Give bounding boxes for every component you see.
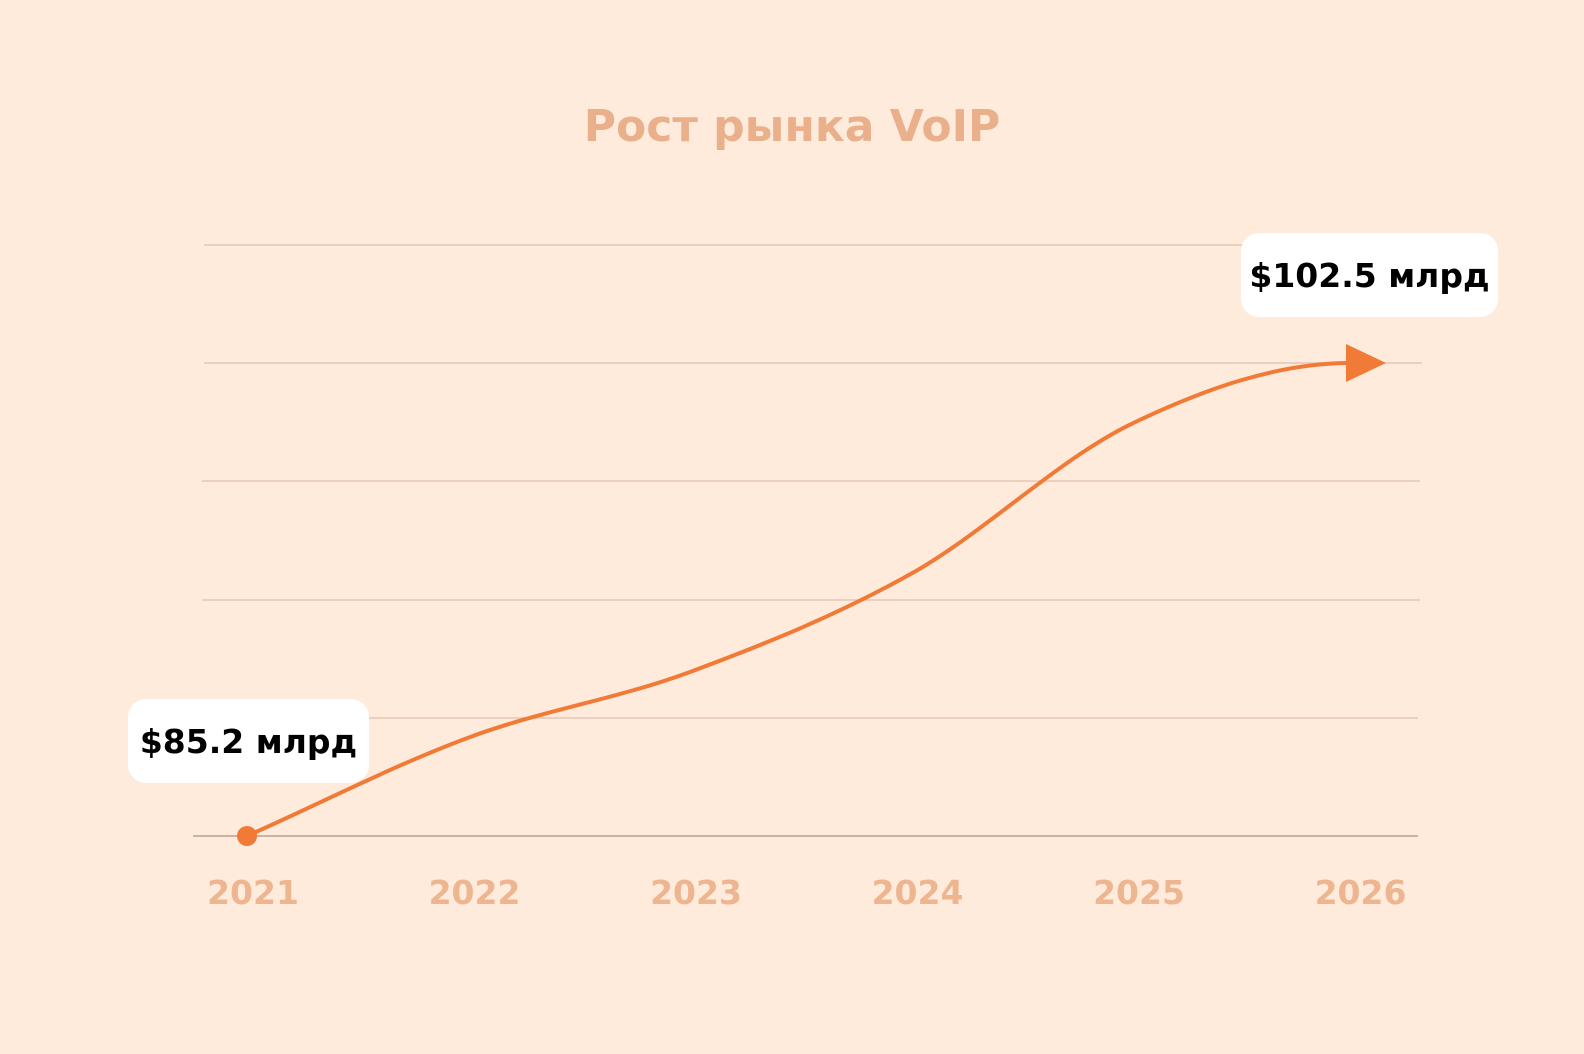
series-line-group	[237, 344, 1386, 846]
x-axis-tick-labels: 2021 2022 2023 2024 2025 2026	[207, 873, 1406, 912]
series-line	[245, 361, 1352, 838]
gridlines	[193, 244, 1422, 837]
value-callout-label: $85.2 млрд	[140, 722, 357, 761]
x-tick-label: 2024	[872, 873, 964, 912]
end-point-arrow	[1346, 344, 1386, 382]
x-tick-label: 2025	[1093, 873, 1185, 912]
value-callouts: $85.2 млрд $102.5 млрд	[128, 233, 1498, 783]
chart-title: Рост рынка VoIP	[584, 101, 1000, 152]
x-tick-label: 2021	[207, 873, 299, 912]
x-tick-label: 2023	[650, 873, 742, 912]
value-callout-label: $102.5 млрд	[1249, 256, 1489, 295]
value-callout-box	[128, 699, 369, 783]
x-tick-label: 2026	[1315, 873, 1407, 912]
x-tick-label: 2022	[429, 873, 521, 912]
start-point-dot	[237, 826, 257, 846]
value-callout-box	[1241, 233, 1498, 317]
